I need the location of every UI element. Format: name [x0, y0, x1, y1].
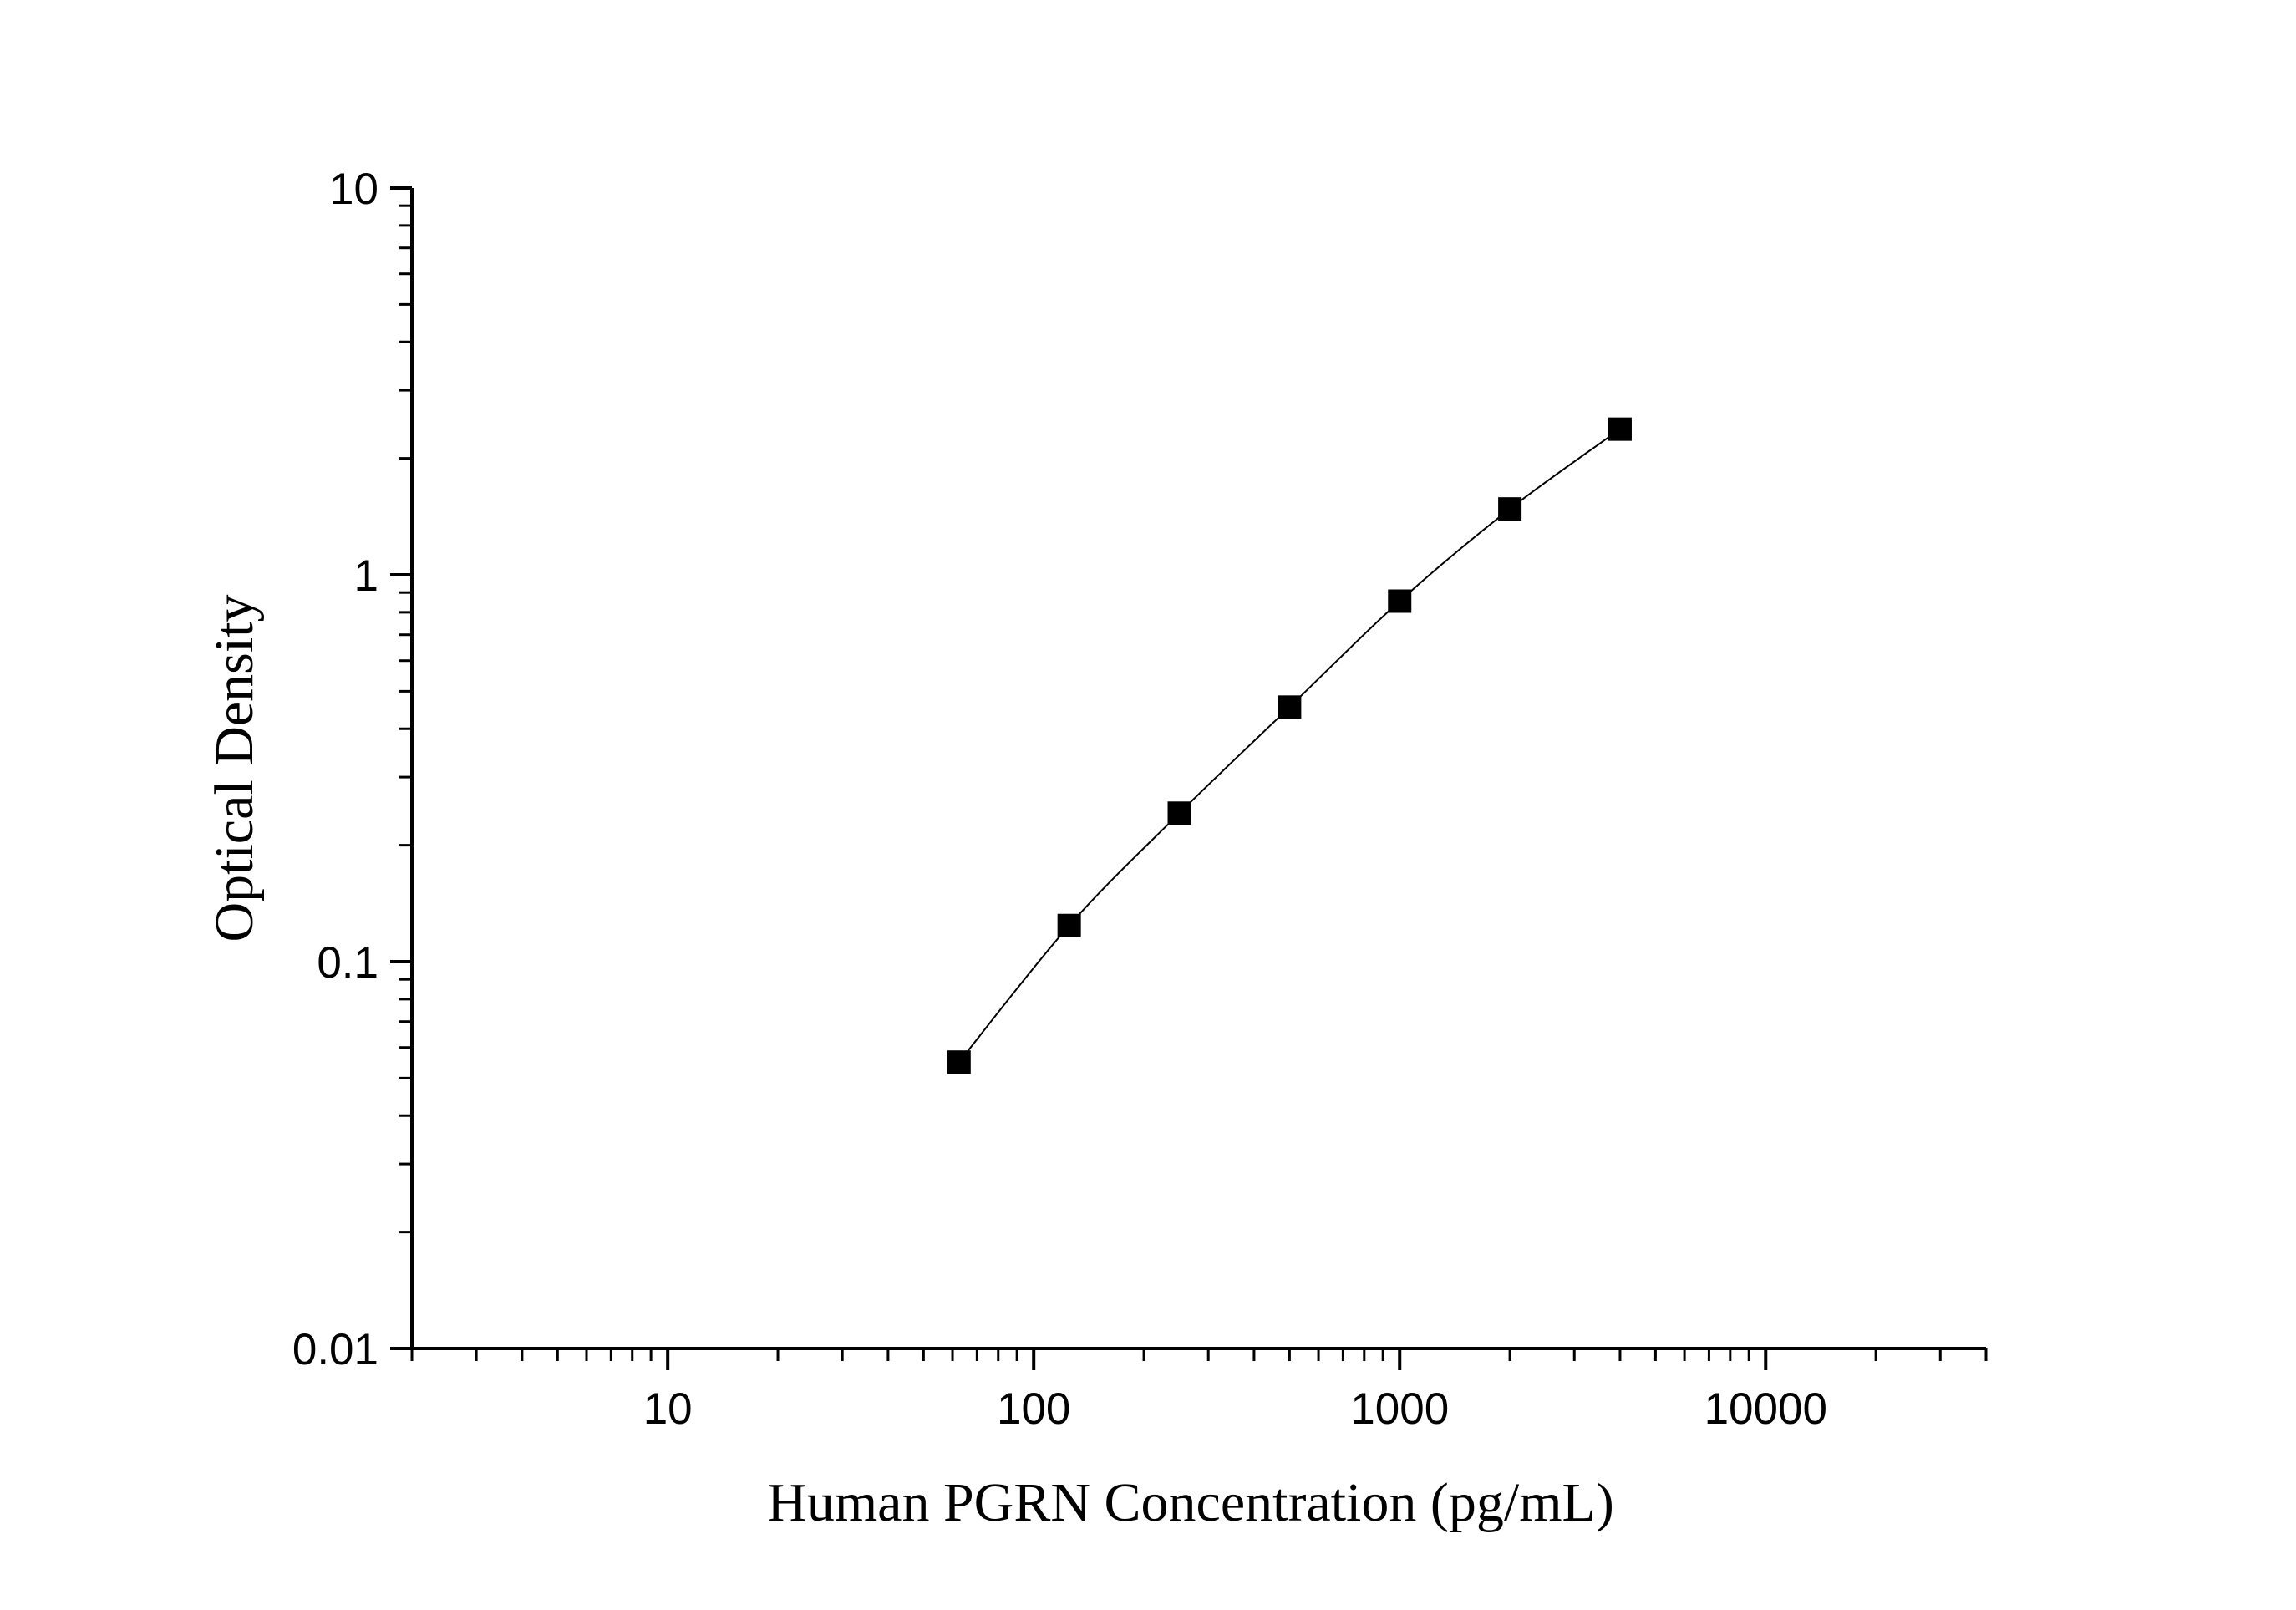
y-tick-label: 1: [354, 551, 378, 601]
y-tick-label: 0.01: [292, 1325, 378, 1374]
y-tick-label: 0.1: [317, 938, 378, 988]
x-tick-label: 10000: [1704, 1384, 1827, 1434]
fit-curve: [958, 428, 1621, 1063]
y-axis-title: Optical Density: [204, 594, 265, 942]
data-point-marker: [1278, 695, 1302, 719]
axes: [410, 188, 1986, 1350]
data-point-marker: [1608, 417, 1632, 441]
data-point-marker: [1057, 913, 1081, 937]
x-axis-title: Human PGRN Concentration (pg/mL): [767, 1472, 1614, 1533]
x-tick-label: 100: [997, 1384, 1070, 1434]
data-point-marker: [947, 1050, 971, 1074]
y-tick-label: 10: [329, 165, 378, 214]
data-point-marker: [1498, 497, 1522, 521]
x-tick-label: 10: [643, 1384, 693, 1434]
tick-marks: [390, 186, 1988, 1370]
data-point-marker: [1167, 801, 1191, 825]
data-points: [947, 417, 1632, 1074]
data-point-marker: [1388, 589, 1412, 613]
tick-labels: 0.01 0.1 1 10 10 100 1000 10000: [292, 165, 1827, 1434]
x-tick-label: 1000: [1350, 1384, 1449, 1434]
